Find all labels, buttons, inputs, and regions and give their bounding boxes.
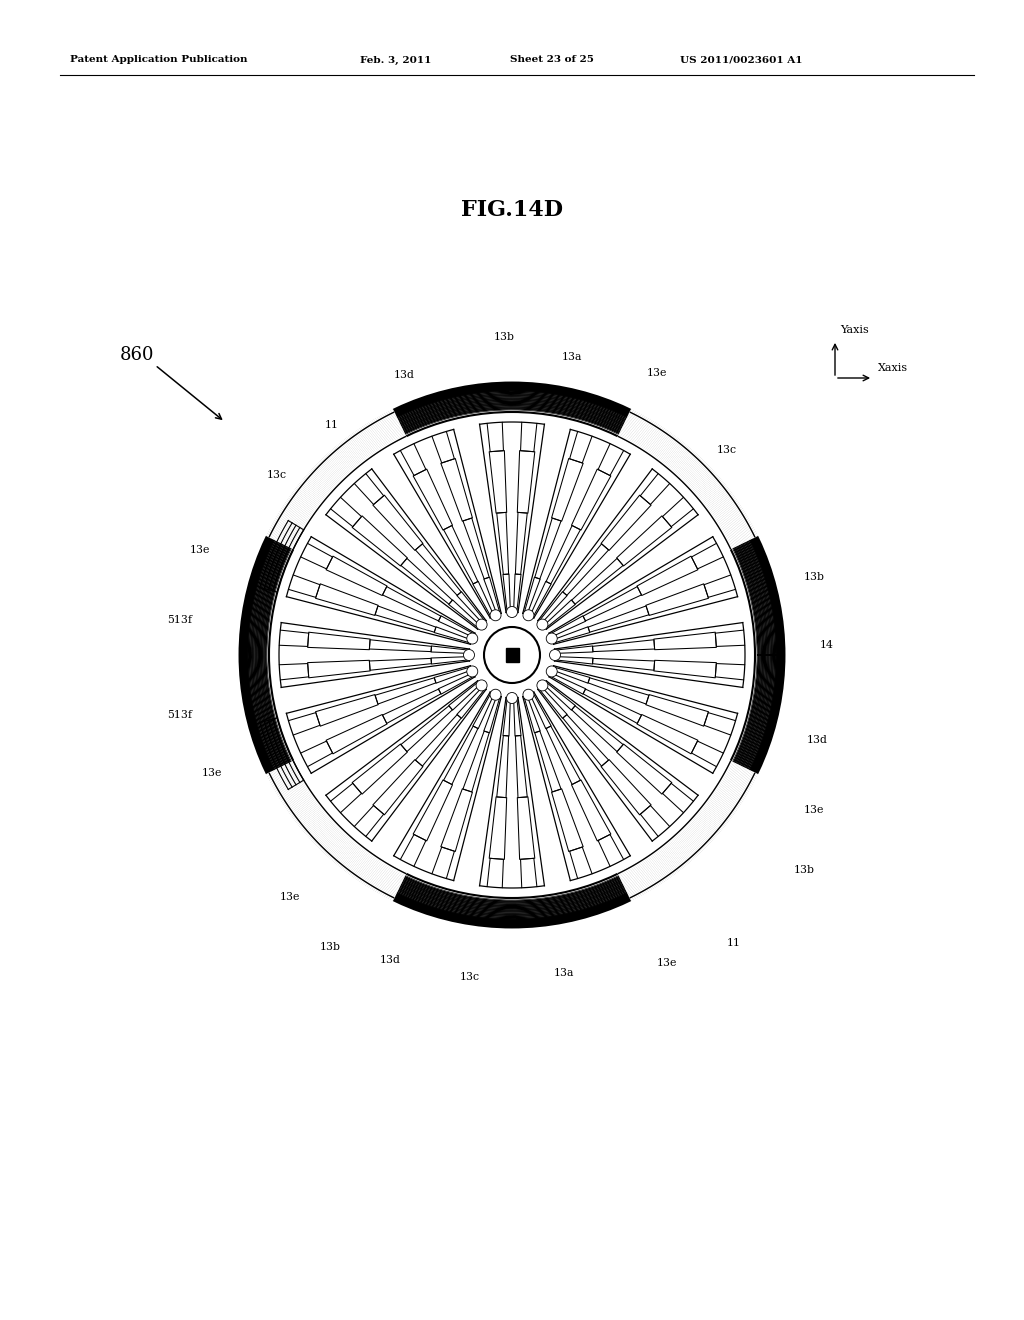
Text: 13e: 13e [656,958,677,968]
Text: FIG.14D: FIG.14D [461,199,563,220]
Text: 13b: 13b [794,865,814,875]
Circle shape [537,680,548,690]
Polygon shape [506,648,518,661]
Text: 13e: 13e [461,855,479,865]
Text: 13d: 13d [538,446,556,454]
Circle shape [546,634,557,644]
Text: 15: 15 [638,639,650,648]
Text: Yaxis: Yaxis [840,325,868,335]
Circle shape [507,606,517,618]
Circle shape [507,693,517,704]
Text: 11: 11 [727,939,741,948]
Text: 13d: 13d [395,752,413,762]
Text: 13d: 13d [380,954,400,965]
Text: 13e: 13e [525,499,543,507]
Text: 13b: 13b [494,333,514,342]
Circle shape [546,667,557,677]
Text: 13d: 13d [395,651,413,660]
Text: 513f: 513f [168,710,193,719]
Text: 13a: 13a [554,968,574,978]
Circle shape [464,649,474,660]
Text: 18: 18 [566,639,578,648]
Text: 13e: 13e [189,545,210,554]
Text: 13a: 13a [562,352,583,362]
Text: 13c: 13c [267,470,287,480]
Text: US 2011/0023601 A1: US 2011/0023601 A1 [680,55,803,65]
Text: 13e: 13e [401,738,419,747]
Circle shape [476,619,487,630]
Text: 13c: 13c [717,445,737,455]
Circle shape [467,667,478,677]
Text: 13e: 13e [202,768,222,777]
Text: 14: 14 [468,846,480,854]
Circle shape [274,417,750,894]
Text: 18: 18 [528,663,540,672]
Text: 13b: 13b [804,572,824,582]
Text: 13b: 13b [605,553,624,561]
Circle shape [490,610,501,620]
Text: 13e: 13e [647,368,668,378]
Text: 13c: 13c [593,796,610,804]
Text: 16: 16 [528,632,540,642]
Text: 18: 18 [461,643,473,652]
Circle shape [523,610,534,620]
Text: 13d: 13d [528,805,546,814]
Text: Patent Application Publication: Patent Application Publication [70,55,248,65]
Text: 13b: 13b [455,805,473,814]
Text: 13d: 13d [807,735,827,744]
Text: Sheet 23 of 25: Sheet 23 of 25 [510,55,594,65]
Text: 13c: 13c [398,796,416,804]
Text: Feb. 3, 2011: Feb. 3, 2011 [360,55,431,65]
Circle shape [476,680,487,690]
Text: 513f: 513f [168,615,193,624]
Text: 13e: 13e [804,805,824,814]
Text: 11: 11 [325,420,339,430]
Circle shape [537,619,548,630]
Circle shape [550,649,560,660]
Text: 13b: 13b [319,942,341,952]
Text: Xaxis: Xaxis [878,363,908,374]
Circle shape [484,627,540,682]
Text: 13d: 13d [393,370,415,380]
Text: 13c: 13c [478,446,496,454]
Text: 860: 860 [120,346,155,364]
Text: 14: 14 [341,741,353,750]
Circle shape [467,634,478,644]
Text: 15: 15 [378,639,390,648]
Text: 18: 18 [484,545,496,554]
Text: 19: 19 [494,665,506,675]
Text: 14: 14 [820,640,834,649]
Text: 13c: 13c [460,972,480,982]
Text: 13c: 13c [664,589,681,598]
Circle shape [490,689,501,700]
Text: 13b: 13b [455,492,473,502]
Text: 13e: 13e [280,892,300,902]
Circle shape [523,689,534,700]
